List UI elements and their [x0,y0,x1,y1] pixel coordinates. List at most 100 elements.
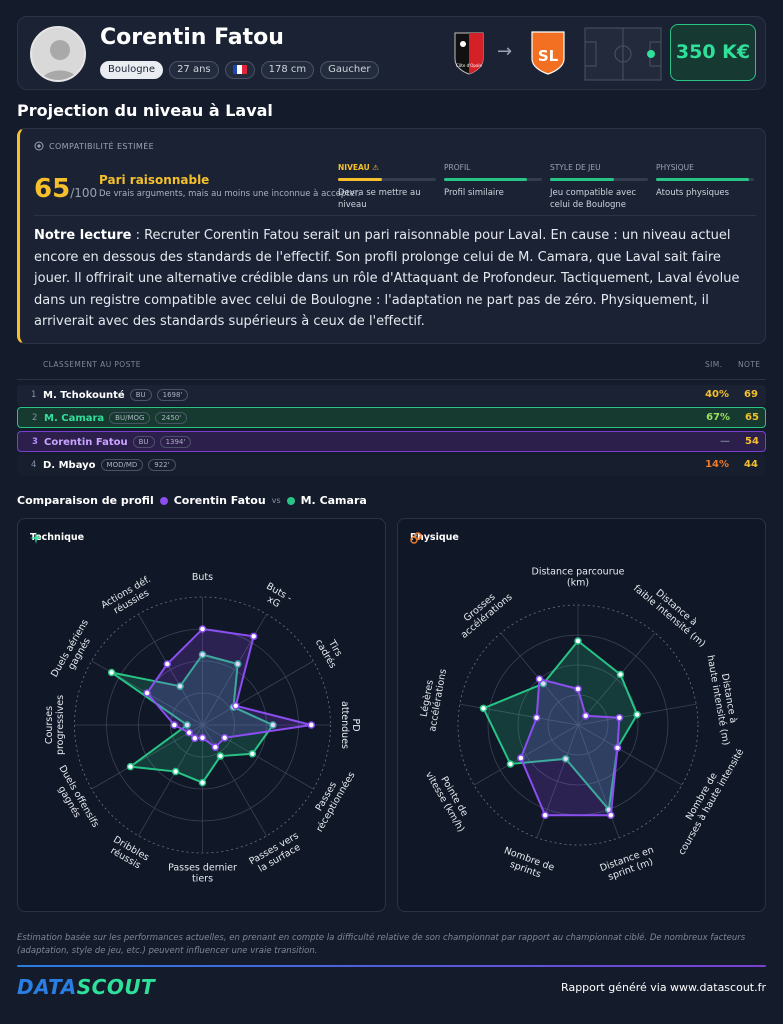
player-b-radar-point [107,668,116,677]
player-name: Corentin Fatou [100,25,284,50]
physique-radar-chart: Distance parcourue (km) Distance àfaible i… [416,567,747,883]
player-a-radar-point [249,632,258,641]
radar-axis-label: Duels offensifsgagnés [47,764,101,836]
footer-divider [17,965,766,967]
player-a-radar-point [198,734,207,742]
radar-axis-label: PDattendues [339,701,361,749]
ranking-row[interactable]: 3 Corentin Fatou BU 1394' — 54 [17,431,766,452]
radar-axis [138,724,203,837]
player-a-radar-point [517,754,525,762]
player-b-radar-point [233,660,242,668]
nationality-tag [224,61,255,79]
criterion-playstyle: STYLE DE JEU Jeu compatible avec celui d… [550,163,648,211]
radar-axis [91,724,203,790]
physique-radar-panel: Distance parcourue (km) Distance àfaible i… [397,518,766,912]
radar-axis [577,724,620,838]
physique-title: Physique [410,532,459,544]
comparison-legend: Comparaison de profil Corentin Fatou vs … [17,494,367,507]
radar-axis [202,613,267,726]
player-a-radar-point [532,713,541,722]
player-a-radar-point [191,734,199,743]
compatibility-card: COMPATIBILITÉ ESTIMÉE 65/100 Pari raison… [17,128,766,344]
foot-tag: Gaucher [320,61,379,79]
player-b-radar-point [198,650,207,659]
player-a-radar-point [535,675,544,683]
radar-axis-label: Coursesprogressives [44,695,66,755]
player-a-radar-point [170,721,179,729]
datascout-logo: DATASCOUT [17,975,156,999]
radar-axis-label: Passesréceptionnées [305,765,358,834]
player-b-radar-point [183,721,191,729]
transfer-fee: 350 K€ [670,24,756,81]
player-b-radar-area [482,639,639,812]
radar-axis-label: Distance parcourue (km) [532,567,625,589]
svg-text:SL: SL [538,47,559,65]
radar-axis-label: Actions déf.réussies [99,574,158,621]
player-header: Corentin Fatou Boulogne 27 ans 178 cm Ga… [17,16,766,90]
player-b-radar-point [171,767,180,776]
radar-axis [577,632,656,726]
player-b-radar-point [216,752,225,760]
transfer-arrow-icon: → [497,41,513,62]
radar-axis [202,660,314,726]
disclaimer: Estimation basée sur les performances ac… [17,933,746,956]
radar-axis-label: Tirscadrés [313,632,348,670]
link-icon [410,532,422,544]
ranking-row[interactable]: 1 M. Tchokounté BU 1698' 40% 69 [17,385,766,406]
radar-axis [138,613,203,726]
criterion-physical: PHYSIQUE Atouts physiques [656,163,754,199]
radar-axis-label: Buts -xG [259,581,294,614]
projection-title: Projection du niveau à Laval [17,101,273,120]
player-b-radar-point [176,682,184,690]
verdict-subtitle: De vrais arguments, mais au moins une in… [99,189,361,199]
player-a-radar-point [541,811,549,819]
divider [17,379,766,380]
radar-axis-label: Dribblesréussis [106,834,151,873]
player-b-dot-icon [286,496,295,505]
compatibility-score: 65/100 [34,174,98,204]
player-a-radar-point [211,743,220,751]
radar-axis [202,724,267,837]
player-b-radar-point [616,670,625,679]
player-a-dot-icon [159,496,168,505]
ranking-row[interactable]: 4 D. Mbayo MOD/MD 922' 14% 44 [17,455,766,476]
generated-via: Rapport généré via www.datascout.fr [561,981,766,994]
player-b-radar-point [506,760,515,768]
radar-axis-label: Buts [192,572,213,583]
player-b-radar-point [633,710,641,719]
radar-axis-label: Distance àfaible intensité (m) [631,575,714,650]
player-a-radar-point [307,721,316,729]
player-a-radar-point [574,685,582,693]
radar-axis-label: Légèresaccélérations [416,666,449,732]
ranking-header: CLASSEMENT AU POSTE SIM. NOTE [43,360,761,369]
player-a-radar-point [198,625,207,633]
criterion-profile: PROFIL Profil similaire [444,163,542,199]
height-tag: 178 cm [260,61,315,79]
player-b-radar-point [248,750,257,758]
destination-club-crest-icon: SL [531,31,565,75]
player-tags: Boulogne 27 ans 178 cm Gaucher [100,61,379,79]
player-a-radar-point [607,811,615,819]
player-a-radar-area [519,677,621,817]
divider [34,215,756,216]
svg-text:Côte d'Opale: Côte d'Opale [456,63,482,68]
club-tag: Boulogne [100,61,164,79]
player-b-radar-point [574,637,582,645]
position-pitch-icon [584,27,662,81]
criterion-level: NIVEAU ⚠ Devra se mettre au niveau [338,163,436,211]
player-b-radar-point [269,721,277,729]
ranking-row[interactable]: 2 M. Camara BU/MOG 2450' 67% 65 [17,407,766,428]
radar-axis-label: Passes dernier tiers [168,863,237,885]
sparkle-icon [30,532,42,544]
radar-axis [577,724,683,786]
player-a-radar-point [220,734,229,742]
compatibility-header: COMPATIBILITÉ ESTIMÉE [34,141,154,151]
player-a-radar-point [163,660,172,668]
player-a-radar-point [581,712,590,720]
radar-axis [473,724,579,786]
player-b-radar-point [479,704,488,713]
radar-axis [536,724,579,838]
player-b-radar-point [198,778,207,787]
player-a-radar-point [232,702,240,710]
player-a-radar-point [615,713,624,722]
